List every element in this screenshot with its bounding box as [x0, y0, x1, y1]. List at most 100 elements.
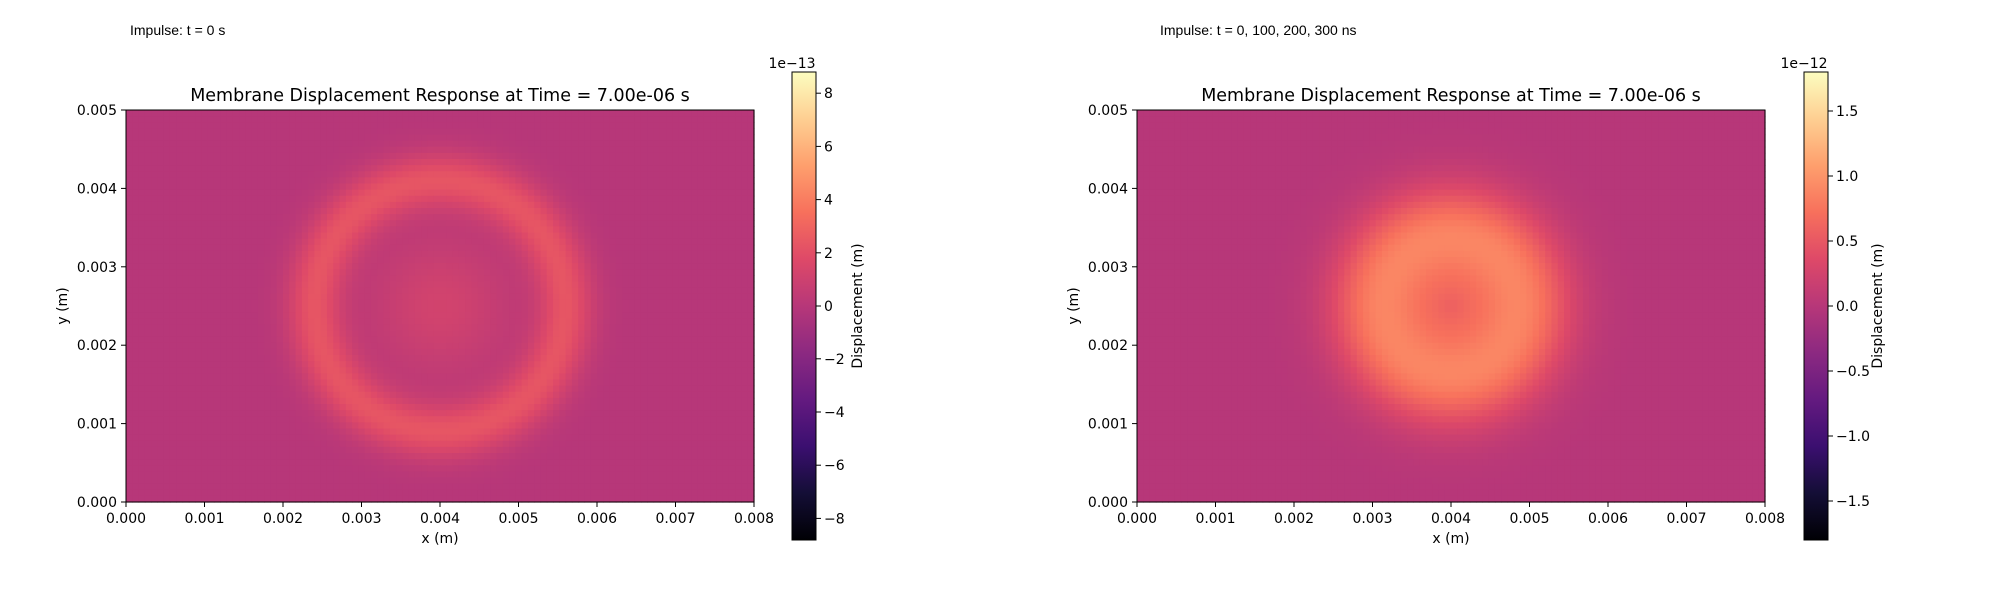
heatmap-cell	[571, 159, 579, 166]
heatmap-cell	[157, 397, 165, 405]
heatmap-cell	[377, 373, 385, 381]
heatmap-cell	[339, 318, 347, 325]
heatmap-cell	[182, 391, 190, 399]
heatmap-cell	[226, 404, 234, 411]
heatmap-cell	[666, 171, 673, 178]
heatmap-cell	[157, 293, 165, 301]
heatmap-cell	[163, 336, 171, 344]
heatmap-cell	[496, 177, 504, 185]
heatmap-cell	[634, 287, 642, 295]
heatmap-cell	[377, 299, 385, 307]
heatmap-cell	[352, 134, 359, 142]
heatmap-cell	[352, 348, 359, 356]
heatmap-cell	[126, 275, 133, 283]
heatmap-cell	[553, 134, 560, 142]
heatmap-cell	[151, 342, 158, 350]
heatmap-cell	[716, 299, 724, 307]
heatmap-cell	[207, 367, 215, 374]
heatmap-cell	[213, 404, 221, 411]
heatmap-cell	[534, 373, 542, 381]
heatmap-cell	[534, 177, 542, 185]
heatmap-cell	[440, 299, 447, 307]
heatmap-cell	[270, 342, 278, 350]
heatmap-cell	[239, 226, 246, 234]
heatmap-cell	[220, 342, 228, 350]
heatmap-cell	[521, 195, 529, 203]
heatmap-cell	[615, 177, 623, 185]
heatmap-cell	[597, 238, 604, 246]
heatmap-cell	[578, 122, 586, 129]
heatmap-cell	[509, 208, 516, 215]
heatmap-cell	[182, 244, 190, 252]
heatmap-cell	[245, 257, 253, 264]
heatmap-cell	[138, 312, 146, 319]
heatmap-cell	[326, 355, 334, 362]
heatmap-cell	[483, 140, 491, 148]
heatmap-cell	[176, 250, 184, 258]
heatmap-cell	[446, 299, 454, 307]
heatmap-cell	[220, 244, 228, 252]
heatmap-cell	[239, 299, 246, 307]
heatmap-cell	[477, 355, 485, 362]
heatmap-cell	[527, 171, 535, 178]
heatmap-cell	[471, 226, 479, 234]
heatmap-cell	[232, 275, 240, 283]
heatmap-cell	[132, 257, 140, 264]
heatmap-cell	[270, 257, 278, 264]
heatmap-cell	[364, 226, 372, 234]
heatmap-cell	[509, 263, 516, 270]
heatmap-cell	[232, 214, 240, 221]
heatmap-cell	[521, 134, 529, 142]
heatmap-cell	[176, 208, 184, 215]
heatmap-cell	[433, 330, 441, 338]
heatmap-cell	[471, 134, 479, 142]
heatmap-cell	[352, 128, 359, 136]
heatmap-cell	[188, 293, 196, 301]
heatmap-cell	[509, 122, 516, 129]
heatmap-cell	[232, 177, 240, 185]
heatmap-cell	[477, 336, 485, 344]
heatmap-cell	[232, 244, 240, 252]
heatmap-cell	[220, 348, 228, 356]
heatmap-cell	[477, 330, 485, 338]
heatmap-cell	[383, 177, 391, 185]
heatmap-cell	[232, 391, 240, 399]
heatmap-cell	[320, 110, 328, 117]
heatmap-cell	[565, 355, 573, 362]
heatmap-cell	[672, 165, 680, 172]
heatmap-cell	[276, 201, 284, 209]
heatmap-cell	[333, 281, 341, 289]
heatmap-cell	[446, 257, 454, 264]
heatmap-cell	[320, 263, 328, 270]
heatmap-cell	[169, 226, 177, 234]
heatmap-cell	[559, 177, 567, 185]
heatmap-cell	[691, 244, 699, 252]
heatmap-cell	[163, 122, 171, 129]
heatmap-cell	[502, 385, 510, 393]
heatmap-cell	[483, 361, 491, 368]
heatmap-cell	[245, 177, 253, 185]
heatmap-cell	[326, 367, 334, 374]
heatmap-cell	[653, 165, 661, 172]
heatmap-cell	[458, 250, 466, 258]
heatmap-cell	[138, 355, 146, 362]
heatmap-cell	[483, 391, 491, 399]
heatmap-cell	[540, 312, 548, 319]
heatmap-cell	[295, 128, 303, 136]
heatmap-cell	[182, 269, 190, 276]
heatmap-cell	[672, 318, 680, 325]
heatmap-cell	[264, 355, 272, 362]
heatmap-cell	[201, 177, 209, 185]
heatmap-cell	[634, 410, 642, 417]
heatmap-cell	[622, 391, 629, 399]
heatmap-cell	[264, 324, 272, 332]
heatmap-cell	[201, 318, 209, 325]
heatmap-cell	[207, 348, 215, 356]
heatmap-cell	[270, 140, 278, 148]
heatmap-cell	[565, 152, 573, 160]
heatmap-cell	[358, 324, 366, 332]
heatmap-cell	[653, 122, 661, 129]
heatmap-cell	[257, 165, 265, 172]
heatmap-cell	[710, 379, 717, 387]
heatmap-cell	[383, 336, 391, 344]
